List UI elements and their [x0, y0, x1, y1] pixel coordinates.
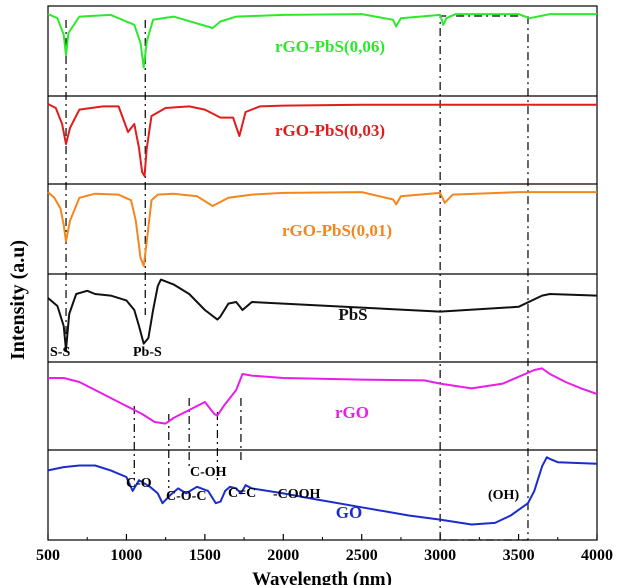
plot-frame [47, 5, 598, 541]
peak-label: C-O-C [166, 489, 206, 504]
reference-guides [65, 15, 529, 541]
x-tick-label: 500 [36, 547, 60, 564]
x-axis: 500 1000 1500 2000 2500 3000 3500 4000 [36, 534, 613, 564]
series-label: rGO [335, 403, 369, 422]
curve-rgo-pbs-0-03- [47, 103, 597, 177]
peak-label: -COOH [273, 487, 321, 502]
curve-rgo [48, 367, 598, 425]
series-labels: rGO-PbS(0,06) rGO-PbS(0,03) rGO-PbS(0,01) P… [275, 37, 392, 522]
peak-annotations: S-S Pb-S C-O C-O-C C-OHC=C -COOH (OH) [50, 345, 519, 504]
series-label: rGO-PbS(0,06) [275, 37, 385, 56]
x-tick-label: 2500 [346, 547, 378, 564]
series-label: rGO-PbS(0,01) [282, 221, 392, 240]
peak-label: Pb-S [133, 345, 162, 360]
series-label: rGO-PbS(0,03) [275, 121, 385, 140]
x-tick-label: 2000 [267, 547, 299, 564]
x-tick-label: 3500 [503, 547, 535, 564]
guide-oh-box [439, 15, 529, 541]
x-tick-label: 3000 [424, 547, 456, 564]
curve-rgo-pbs-0-06- [47, 13, 597, 69]
spectra-curves [47, 13, 598, 526]
y-axis-label: Intensity (a.u) [7, 240, 29, 360]
curve-rgo-pbs-0-01- [47, 191, 597, 267]
peak-label: C-OH [190, 465, 227, 480]
panel-frames [47, 5, 598, 541]
peak-label: C=C [228, 486, 256, 501]
curve-pbs [47, 278, 598, 351]
x-tick-label: 1500 [189, 547, 221, 564]
series-label: PbS [338, 305, 367, 324]
peak-label: S-S [50, 345, 70, 360]
series-label: GO [336, 503, 362, 522]
peak-label: (OH) [488, 488, 519, 503]
x-tick-label: 1000 [110, 547, 142, 564]
x-axis-label: Wavelength (nm) [252, 569, 392, 585]
curve-go [47, 456, 598, 526]
peak-label: C-O [126, 476, 152, 491]
x-tick-label: 4000 [581, 547, 613, 564]
